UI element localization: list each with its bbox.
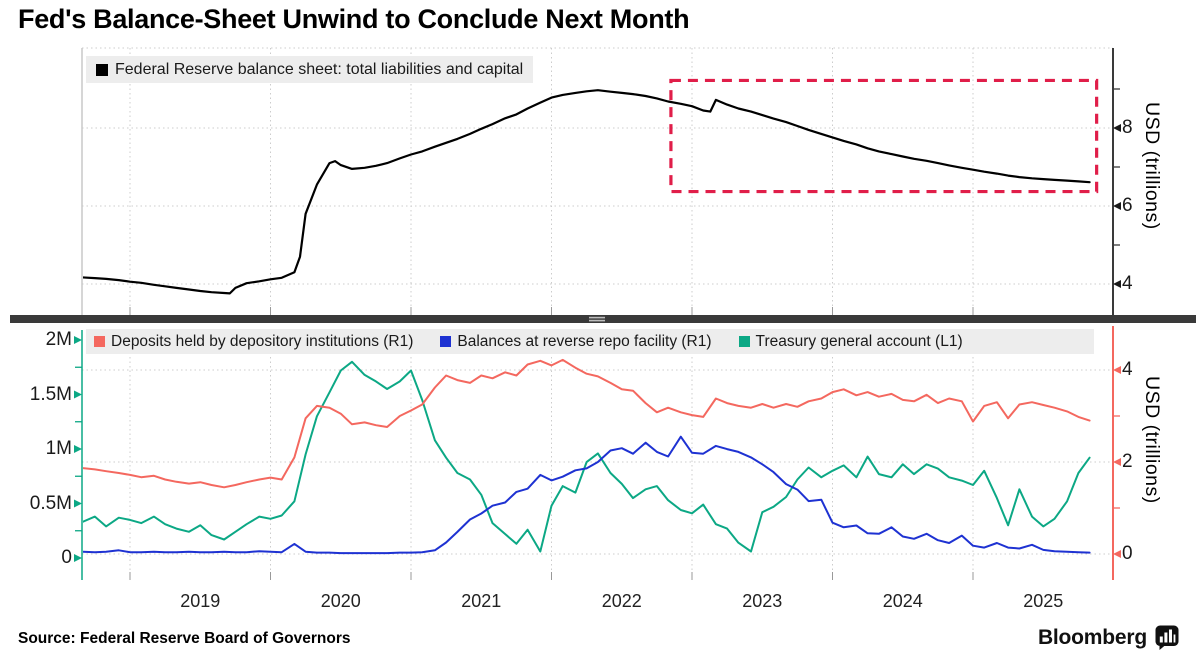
series-fed-balance-sheet bbox=[83, 89, 1091, 295]
year-label: 2019 bbox=[180, 591, 221, 611]
top-right-tick-label: 8 bbox=[1122, 117, 1133, 138]
bottom-left-tick-label: 0 bbox=[61, 547, 72, 568]
axis-arrow-tick bbox=[1113, 280, 1121, 288]
brand-footer: Bloomberg bbox=[1038, 625, 1180, 650]
axis-arrow-tick bbox=[74, 390, 82, 399]
bottom-left-tick-label: 0.5M bbox=[29, 492, 72, 514]
bottom-left-tick-label: 1.5M bbox=[29, 383, 72, 405]
bottom-right-tick-label: 0 bbox=[1122, 543, 1133, 564]
axis-arrow-tick bbox=[1113, 124, 1121, 132]
bottom-right-axis-title: USD (trillions) bbox=[1141, 376, 1163, 504]
series-reverse-repo-balances bbox=[83, 435, 1091, 555]
axis-arrow-tick bbox=[1113, 366, 1121, 374]
series-deposits-depository-institutions bbox=[83, 358, 1091, 489]
page-title: Fed's Balance-Sheet Unwind to Conclude N… bbox=[18, 4, 690, 34]
axis-arrow-tick bbox=[1113, 550, 1121, 558]
top-right-tick-label: 4 bbox=[1122, 273, 1133, 294]
bottom-right-tick-label: 4 bbox=[1122, 359, 1133, 380]
year-label: 2025 bbox=[1023, 591, 1064, 611]
bottom-left-tick-label: 1M bbox=[45, 438, 72, 459]
bloomberg-terminal-icon bbox=[1155, 625, 1179, 650]
top-legend-label: Federal Reserve balance sheet: total lia… bbox=[115, 60, 524, 78]
bloomberg-wordmark: Bloomberg bbox=[1037, 625, 1147, 649]
panel-divider bbox=[10, 315, 1196, 323]
year-label: 2023 bbox=[742, 591, 783, 611]
year-label: 2020 bbox=[320, 591, 361, 611]
year-label: 2024 bbox=[882, 591, 923, 611]
bottom-panel-legend: Deposits held by depository institutions… bbox=[86, 329, 1094, 354]
legend-item-2: Treasury general account (L1) bbox=[738, 332, 963, 351]
top-right-tick-label: 6 bbox=[1122, 195, 1133, 216]
legend-swatch-black bbox=[96, 63, 108, 76]
legend-swatch bbox=[440, 336, 452, 347]
source-credit: Source: Federal Reserve Board of Governo… bbox=[18, 630, 351, 647]
legend-label: Balances at reverse repo facility (R1) bbox=[457, 332, 712, 350]
axis-arrow-tick bbox=[74, 336, 82, 344]
bottom-right-tick-label: 2 bbox=[1122, 451, 1133, 472]
legend-item-1: Balances at reverse repo facility (R1) bbox=[440, 332, 712, 351]
top-right-axis-title: USD (trillions) bbox=[1141, 102, 1163, 230]
legend-item-0: Deposits held by depository institutions… bbox=[94, 333, 413, 351]
axis-arrow-tick bbox=[74, 499, 82, 508]
axis-arrow-tick bbox=[1113, 458, 1121, 466]
year-label: 2022 bbox=[601, 591, 642, 611]
series-treasury-general-account bbox=[83, 360, 1091, 553]
divider-grip bbox=[589, 316, 605, 319]
legend-swatch bbox=[738, 336, 750, 347]
axis-arrow-tick bbox=[74, 554, 82, 562]
bottom-left-tick-label: 2M bbox=[45, 329, 72, 350]
legend-label: Deposits held by depository institutions… bbox=[111, 332, 414, 350]
legend-label: Treasury general account (L1) bbox=[755, 332, 963, 350]
top-panel-legend: Federal Reserve balance sheet: total lia… bbox=[86, 56, 534, 83]
axis-arrow-tick bbox=[74, 445, 82, 453]
axis-arrow-tick bbox=[1113, 202, 1121, 210]
legend-swatch bbox=[94, 336, 105, 347]
year-label: 2021 bbox=[461, 591, 502, 611]
highlight-dashed-rectangle bbox=[669, 78, 1099, 194]
divider-grip bbox=[589, 319, 605, 322]
